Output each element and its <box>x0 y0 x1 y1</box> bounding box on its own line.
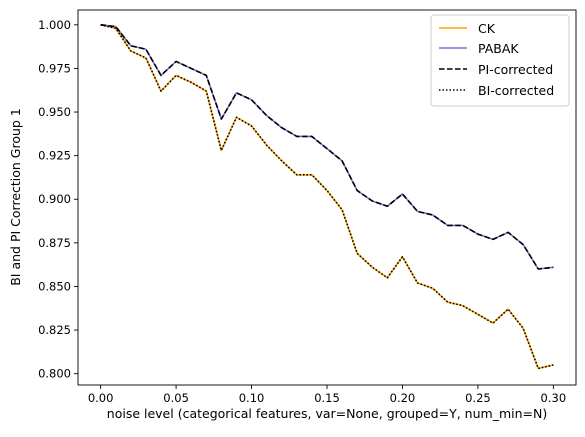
x-tick-label: 0.00 <box>88 391 114 405</box>
y-tick-label: 0.875 <box>38 236 71 250</box>
x-tick-label: 0.05 <box>163 391 189 405</box>
y-tick-label: 0.825 <box>38 323 71 337</box>
y-tick-label: 1.000 <box>38 18 71 32</box>
y-tick-label: 0.950 <box>38 105 71 119</box>
legend-frame <box>430 14 570 107</box>
legend-label-pabak: PABAK <box>478 41 519 56</box>
y-axis-ticks: 0.800 0.825 0.850 0.875 0.900 0.925 0.950 0.975… <box>38 18 78 381</box>
x-tick-label: 0.20 <box>390 391 416 405</box>
x-tick-label: 0.25 <box>465 391 491 405</box>
series-line-pi-corrected <box>100 24 554 270</box>
legend-label-bi-corrected: BI-corrected <box>478 83 554 98</box>
y-axis-label: BI and PI Correction Group 1 <box>8 108 23 286</box>
series-layer <box>100 24 554 370</box>
x-axis-ticks: 0.00 0.05 0.10 0.15 0.20 0.25 0.30 <box>88 385 566 405</box>
legend: CK PABAK PI-corrected BI-corrected <box>430 14 570 107</box>
y-tick-label: 0.800 <box>38 367 71 381</box>
y-tick-label: 0.900 <box>38 192 71 206</box>
x-tick-label: 0.15 <box>314 391 340 405</box>
legend-label-ck: CK <box>478 21 496 36</box>
y-tick-label: 0.975 <box>38 61 71 75</box>
series-line-ck <box>100 24 554 370</box>
y-tick-label: 0.850 <box>38 279 71 293</box>
x-tick-label: 0.30 <box>541 391 567 405</box>
y-tick-label: 0.925 <box>38 149 71 163</box>
x-axis-label: noise level (categorical features, var=N… <box>107 406 547 421</box>
x-tick-label: 0.10 <box>239 391 265 405</box>
legend-label-pi-corrected: PI-corrected <box>478 62 553 77</box>
